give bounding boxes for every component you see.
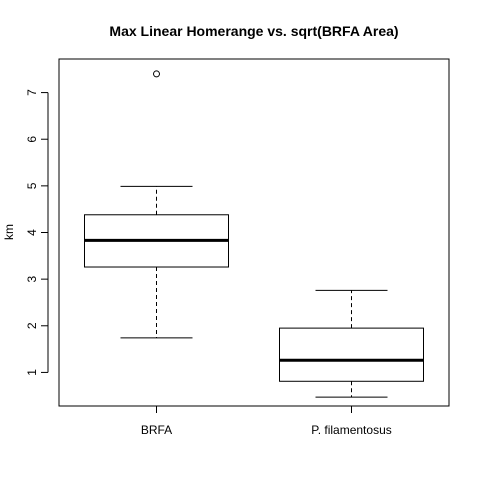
x-tick-label: BRFA xyxy=(141,423,172,437)
box-iqr xyxy=(279,327,424,382)
x-tick-label: P. filamentosus xyxy=(311,423,392,437)
x-axis: BRFA P. filamentosus xyxy=(141,405,392,437)
y-tick-label: 7 xyxy=(25,89,39,96)
y-tick-label: 2 xyxy=(25,322,39,329)
y-axis-label: km xyxy=(2,224,16,240)
y-tick-label: 3 xyxy=(25,275,39,282)
boxes xyxy=(84,70,424,398)
chart-title: Max Linear Homerange vs. sqrt(BRFA Area) xyxy=(109,23,398,39)
y-tick-label: 1 xyxy=(25,369,39,376)
box-1 xyxy=(84,70,229,339)
y-axis: 1 2 3 4 5 6 7 xyxy=(25,89,49,376)
outlier-point xyxy=(153,70,160,78)
y-tick-label: 5 xyxy=(25,182,39,189)
box-2 xyxy=(279,289,424,398)
y-tick-label: 6 xyxy=(25,136,39,143)
y-tick-label: 4 xyxy=(25,229,39,236)
